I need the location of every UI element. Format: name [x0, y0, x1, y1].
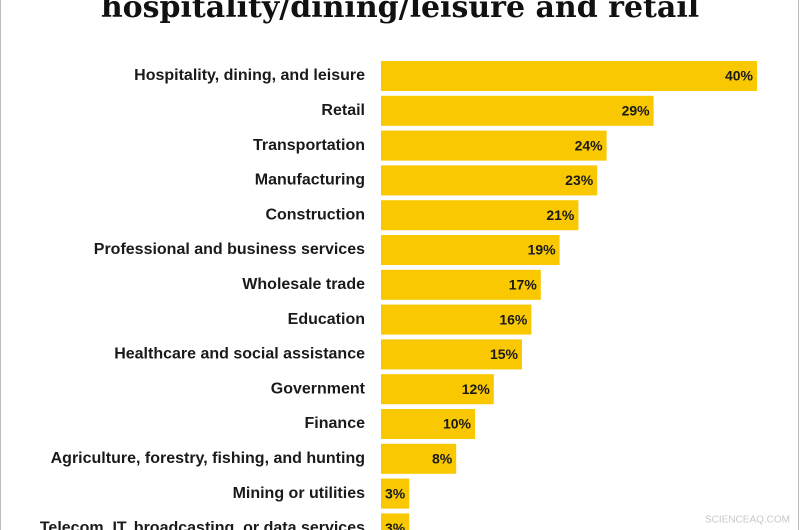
value-label: 3% [385, 520, 406, 530]
category-label: Retail [321, 102, 365, 119]
bar [381, 443, 457, 474]
bar [381, 269, 541, 300]
category-label: Wholesale trade [242, 276, 365, 293]
category-label: Mining or utilities [233, 485, 366, 502]
bar [381, 200, 579, 231]
watermark: SCIENCEAQ.COM [705, 515, 790, 526]
category-label: Agriculture, forestry, fishing, and hunt… [51, 450, 365, 467]
category-label: Healthcare and social assistance [114, 346, 365, 363]
category-label: Construction [265, 206, 365, 223]
category-label: Education [288, 311, 365, 328]
category-label: Transportation [253, 137, 365, 154]
value-label: 23% [565, 172, 594, 188]
value-label: 8% [432, 451, 453, 467]
bar [381, 478, 410, 509]
bar [381, 130, 607, 161]
category-label: Government [271, 380, 366, 397]
category-label: Finance [305, 415, 366, 432]
value-label: 17% [509, 277, 538, 293]
bar [381, 513, 410, 530]
value-label: 16% [499, 311, 528, 327]
bar [381, 339, 522, 370]
bar [381, 409, 475, 439]
value-label: 19% [528, 242, 557, 258]
value-label: 10% [443, 416, 472, 432]
value-label: 29% [622, 103, 651, 119]
value-label: 12% [462, 381, 491, 397]
bar [381, 374, 494, 405]
bar [381, 304, 532, 335]
category-label: Professional and business services [94, 241, 365, 258]
category-label: Telecom, IT, broadcasting, or data servi… [40, 520, 365, 530]
category-label: Hospitality, dining, and leisure [134, 67, 365, 84]
value-label: 15% [490, 346, 519, 362]
category-label: Manufacturing [255, 172, 365, 189]
bar [381, 235, 560, 265]
bar [381, 165, 598, 196]
value-label: 3% [385, 485, 406, 501]
bar [381, 95, 654, 126]
value-label: 21% [546, 207, 575, 223]
chart-title: hospitality/dining/leisure and retail [101, 0, 699, 25]
bar [381, 61, 757, 91]
value-label: 40% [725, 68, 754, 84]
value-label: 24% [575, 137, 604, 153]
